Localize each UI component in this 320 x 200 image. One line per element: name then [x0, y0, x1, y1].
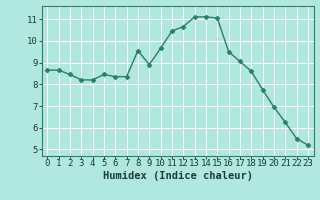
X-axis label: Humidex (Indice chaleur): Humidex (Indice chaleur): [103, 171, 252, 181]
